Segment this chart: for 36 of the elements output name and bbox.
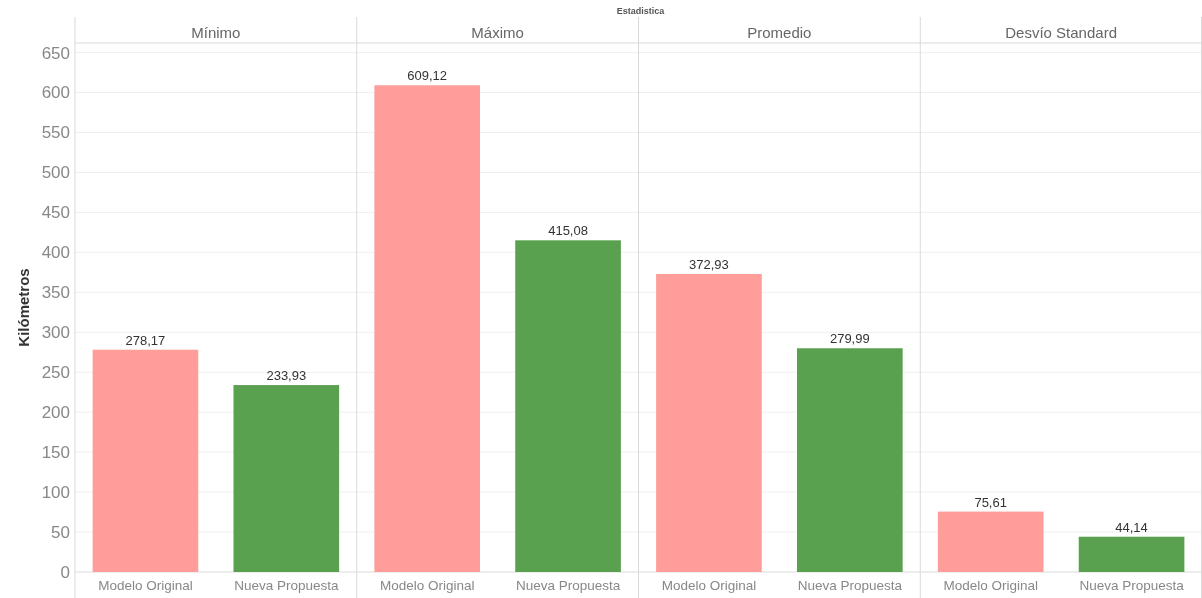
chart-title: Mínimo — [191, 24, 241, 41]
y-tick-label: 50 — [51, 523, 70, 542]
y-tick-label: 200 — [41, 403, 70, 423]
x-tick-label: Nueva Propuesta — [1079, 578, 1185, 593]
y-axis-title: Kilómetros — [15, 268, 32, 347]
y-tick-label: 550 — [41, 123, 70, 143]
y-tick-label: 150 — [41, 443, 70, 463]
x-tick-label: Nueva Propuesta — [234, 578, 339, 593]
x-tick-label: Modelo Original — [379, 578, 475, 593]
data-label: 372,93 — [689, 256, 729, 272]
y-tick-label: 600 — [41, 83, 70, 103]
y-tick-label: 0 — [60, 562, 70, 582]
y-tick-label: 100 — [41, 483, 70, 503]
data-label: 44,14 — [1115, 519, 1148, 535]
data-label: 233,93 — [266, 368, 307, 384]
x-tick-label: Modelo Original — [98, 578, 193, 593]
y-tick-label: 300 — [41, 323, 70, 343]
text: Estadistica — [616, 6, 666, 16]
y-tick-label: 250 — [41, 363, 70, 383]
chart-title: Máximo — [471, 24, 524, 41]
data-label: 278,17 — [125, 332, 166, 348]
y-tick-label: 350 — [41, 283, 70, 303]
data-label: 75,61 — [974, 494, 1007, 510]
data-label: 415,08 — [548, 223, 588, 239]
y-tick-label: 500 — [41, 163, 70, 183]
y-tick-label: 650 — [41, 43, 70, 63]
x-tick-label: Modelo Original — [661, 578, 757, 593]
x-tick-label: Nueva Propuesta — [515, 578, 621, 593]
y-tick-label: 400 — [41, 243, 70, 263]
x-tick-label: Modelo Original — [943, 578, 1038, 593]
chart-title: Desvío Standard — [1005, 24, 1117, 41]
chart-title: Promedio — [747, 24, 812, 41]
data-label: 609,12 — [407, 68, 448, 84]
data-label: 279,99 — [829, 331, 870, 347]
y-tick-label: 450 — [41, 203, 70, 223]
x-tick-label: Nueva Propuesta — [797, 578, 903, 593]
